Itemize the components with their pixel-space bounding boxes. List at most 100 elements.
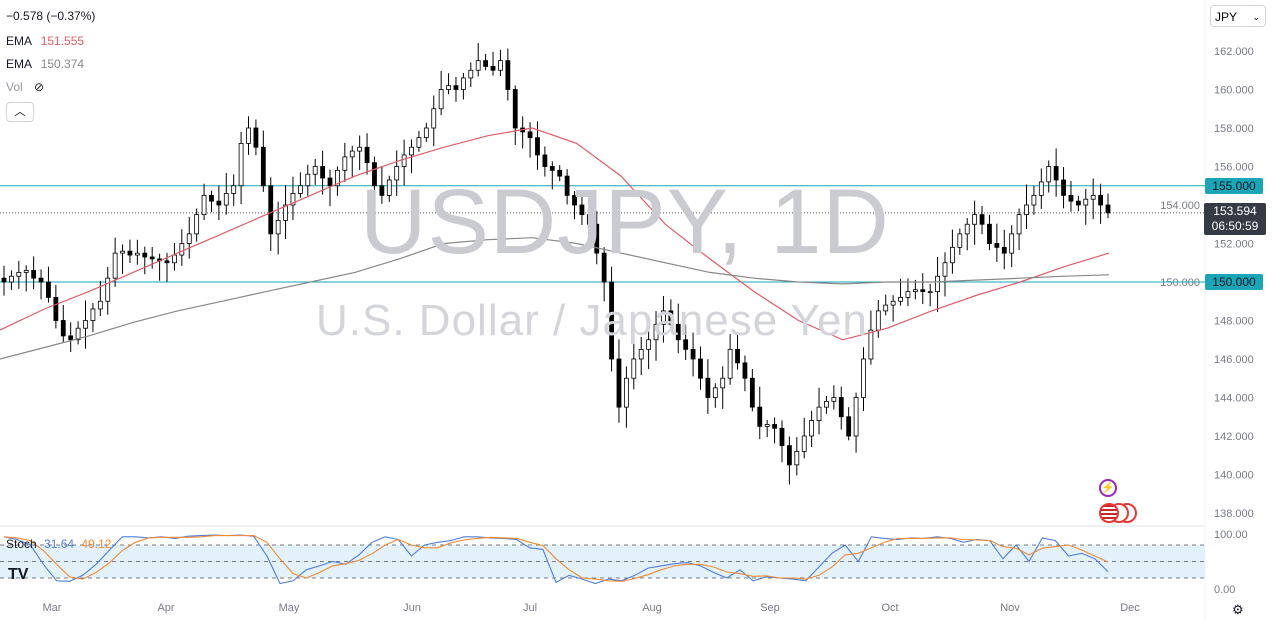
candle [712,383,718,408]
candle [498,49,503,76]
time-tick-label: Mar [43,602,62,614]
candle-body [549,166,555,171]
candle-body [268,185,274,235]
candle [335,166,340,196]
candle [616,339,622,423]
chevron-up-icon: ︿ [14,106,26,118]
candle-body [735,348,740,364]
candle-body [105,277,111,302]
candle-body [853,397,859,437]
candle [423,122,429,142]
candle [1016,208,1022,251]
candle-body [468,69,474,79]
candle-body [83,320,88,329]
candle [231,174,237,206]
tradingview-logo[interactable]: TV [8,566,29,583]
candle [653,311,659,361]
candle [735,333,740,370]
time-tick-label: May [279,602,300,614]
candle [727,334,733,385]
candle-body [623,377,629,408]
candle-body [53,296,59,321]
candle-body [824,400,829,408]
candle-body [379,185,385,196]
candle [194,208,200,242]
candle [1046,160,1052,193]
candle [453,76,459,102]
hline-label-150: 150.000 [1205,274,1263,290]
candle-body [60,320,66,337]
candle-body [1083,198,1089,206]
candle-body [535,137,540,156]
candle-body [386,179,392,196]
candle-body [446,85,451,90]
candle-body [112,252,118,279]
candle-body [490,66,496,71]
candle [987,214,992,251]
price-change: −0.578 (−0.37%) [6,9,96,23]
currency-select[interactable]: JPY ⌄ [1210,5,1266,27]
economic-events-icon[interactable] [1099,503,1141,523]
candle [838,386,844,430]
candle [327,169,333,207]
candle-body [979,214,985,225]
candle-body [320,166,326,179]
candle [816,387,822,435]
candle [950,229,955,274]
candle-body [335,169,340,187]
lightning-event-icon[interactable]: ⚡ [1099,479,1117,497]
candle-body [1,277,7,283]
vol-legend[interactable]: Vol ⊘ [6,80,44,94]
candle [764,419,770,437]
candle [201,183,207,221]
candle-body [223,193,229,206]
stoch-tick-label: 100.00 [1214,529,1248,541]
candle-body [394,166,400,181]
candle-body [912,289,918,293]
candle-body [23,270,29,273]
candle-body [372,162,377,187]
candle [246,116,251,155]
candle [875,300,881,338]
candle [312,158,318,185]
candle-body [194,214,200,235]
candle [505,48,511,101]
candle [1061,166,1066,209]
candle [683,324,689,361]
eye-hidden-icon[interactable]: ⊘ [34,80,45,94]
candle-body [401,154,407,167]
candle [631,339,637,390]
time-tick-label: Jul [523,602,537,614]
candle-body [498,60,503,71]
candle [1075,195,1081,212]
candle-body [1009,233,1015,254]
candle [979,205,985,235]
candle-body [38,277,44,283]
candle-body [1024,204,1029,216]
candle [742,355,748,392]
candle [1105,193,1111,219]
candle-body [861,358,866,398]
candle-body [927,291,933,294]
candle-body [987,223,992,244]
candle-body [727,348,733,379]
candle [75,321,81,345]
candle-body [601,252,607,283]
candle [646,322,652,370]
candle [105,267,111,315]
settings-gear-icon[interactable]: ⚙ [1232,602,1244,617]
candle [142,246,148,275]
ema-slow-legend[interactable]: EMA 150.374 [6,57,84,71]
stoch-d-line [3,535,1109,582]
price-tick-label: 160.000 [1214,85,1254,97]
candle [861,347,866,411]
watermark-name: U.S. Dollar / Japanese Yen [316,296,868,345]
candle-body [275,219,281,235]
candle [186,216,192,259]
collapse-legend-button[interactable]: ︿ [6,102,34,122]
price-tick-label: 162.000 [1214,46,1254,58]
ema-fast-legend[interactable]: EMA 151.555 [6,34,84,48]
candle [690,332,696,377]
stoch-legend[interactable]: Stoch 31.64 49.12 [6,537,111,551]
